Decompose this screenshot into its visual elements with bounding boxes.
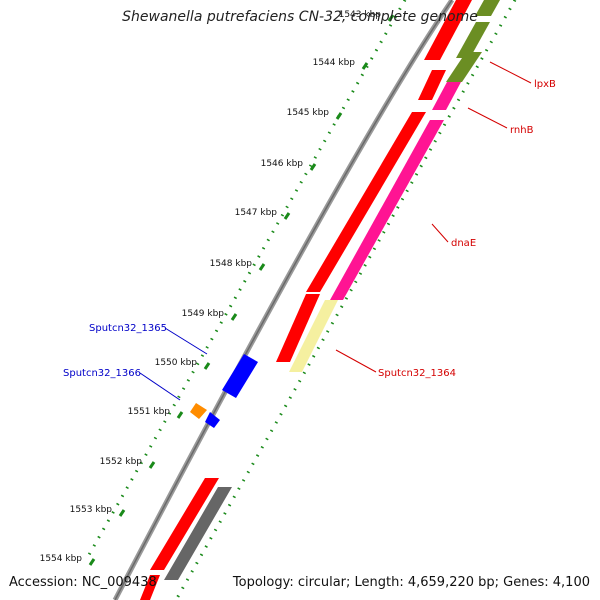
inner-feature-track [190, 354, 258, 428]
pink-feature-track [289, 82, 461, 372]
tick-mark [309, 163, 317, 171]
tick-label: 1549 kbp [182, 309, 225, 319]
gene-label-dnaE: dnaE [451, 238, 476, 249]
page-title: Shewanella putrefaciens CN-32, complete … [122, 9, 478, 25]
tick-label: 1552 kbp [100, 457, 143, 467]
tick-label: 1553 kbp [70, 505, 113, 515]
tick-mark [283, 212, 291, 220]
tick-mark [361, 62, 369, 70]
genome-backbone [112, 0, 455, 600]
gene-label-sputcn32-1365: Sputcn32_1365 [89, 323, 167, 334]
tick-label: 1548 kbp [210, 259, 253, 269]
tick-label: 1550 kbp [155, 358, 198, 368]
tick-label: 1544 kbp [313, 58, 356, 68]
callout-lines [335, 61, 532, 373]
outer-dotted-ring [174, 0, 517, 600]
tick-mark [118, 509, 126, 517]
tick-label: 1543 kbp [339, 10, 382, 20]
tick-mark [387, 14, 395, 22]
tick-mark [203, 362, 211, 370]
inner-dotted-ring [84, 0, 407, 561]
tick-label: 1545 kbp [287, 108, 330, 118]
tick-mark [148, 461, 156, 469]
olive-feature-track [446, 0, 500, 82]
tick-mark [88, 558, 96, 566]
tick-mark [176, 411, 184, 419]
tick-labels: 1543 kbp 1544 kbp 1545 kbp 1546 kbp 1547 kbp… [40, 10, 382, 564]
callout-lines-blue [139, 327, 208, 401]
gene-label-sputcn32-1366: Sputcn32_1366 [63, 368, 141, 379]
gene-label-sputcn32-1364: Sputcn32_1364 [378, 368, 456, 379]
gene-label-rnhB: rnhB [510, 125, 534, 136]
accession-text: Accession: NC_009438 [9, 575, 157, 590]
gene-label-lpxB: lpxB [534, 79, 556, 90]
tick-label: 1547 kbp [235, 208, 278, 218]
tick-label: 1551 kbp [128, 407, 171, 417]
tick-label: 1546 kbp [261, 159, 304, 169]
red-cds-track [140, 0, 472, 600]
gray-track [164, 487, 232, 580]
tick-mark [258, 263, 266, 271]
tick-mark [335, 112, 343, 120]
topology-text: Topology: circular; Length: 4,659,220 bp… [232, 575, 590, 590]
tick-mark [230, 313, 238, 321]
tick-marks [88, 14, 395, 566]
tick-label: 1554 kbp [40, 554, 83, 564]
